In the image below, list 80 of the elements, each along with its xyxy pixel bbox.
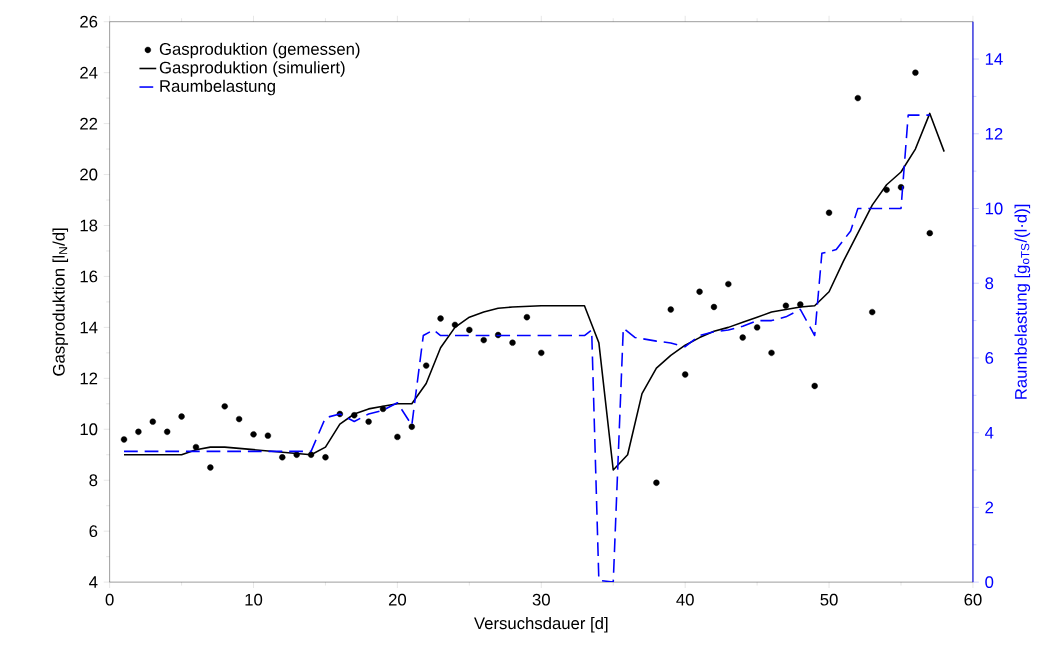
y2-tick-label: 8: [985, 277, 994, 290]
point: [725, 280, 732, 288]
y2-axis-title: Raumbelastung [g$_{oTS}$/(l·d)]: [1014, 204, 1031, 399]
y-tick-label: 24: [80, 66, 98, 79]
x-tick-label: 0: [105, 593, 114, 606]
point: [825, 209, 833, 216]
point: [538, 349, 545, 357]
x-tick-label: 60: [964, 593, 982, 606]
point: [509, 339, 516, 346]
point: [149, 418, 156, 425]
point: [869, 308, 876, 316]
x-tick-label: 20: [388, 593, 407, 606]
x-tick-label: 40: [676, 593, 694, 606]
point: [480, 336, 487, 344]
y-tick-label: 22: [80, 117, 98, 130]
y-tick-label: 10: [80, 423, 98, 436]
y-tick-label: 4: [89, 576, 98, 588]
point: [279, 454, 286, 461]
y2-tick-label: 14: [985, 53, 1003, 65]
y-tick-label: 8: [89, 474, 98, 487]
point: [351, 412, 358, 419]
point: [379, 405, 387, 413]
point: [235, 415, 243, 423]
y-tick-label: 12: [80, 372, 98, 385]
point: [135, 428, 142, 435]
point: [739, 334, 746, 341]
y2-tick-label: 4: [985, 426, 994, 439]
point: [221, 403, 228, 410]
point: [164, 428, 171, 435]
point: [207, 464, 214, 471]
y2-tick-label: 12: [985, 127, 1003, 140]
point: [423, 362, 430, 369]
line-series: [123, 114, 931, 583]
y-tick-label: 20: [80, 168, 98, 181]
point: [667, 306, 674, 313]
y-tick-label: 16: [80, 270, 98, 283]
x-axis-title: Versuchsdauer [d]: [474, 616, 608, 633]
point: [797, 301, 804, 308]
legend-label: Raumbelastung: [160, 79, 275, 96]
point: [653, 479, 660, 486]
legend-label: Gasproduktion (simuliert): [159, 61, 345, 77]
point: [523, 314, 531, 321]
point: [753, 324, 761, 331]
point: [696, 288, 703, 295]
point: [293, 451, 300, 458]
x-tick-label: 50: [820, 593, 838, 606]
y-tick-label: 18: [80, 219, 98, 232]
point: [365, 418, 372, 425]
point: [250, 431, 257, 438]
point: [178, 413, 185, 420]
point: [854, 94, 861, 102]
point: [811, 382, 818, 390]
point: [912, 69, 919, 76]
legend-label: Gasproduktion (gemessen): [159, 42, 360, 59]
point: [120, 436, 128, 443]
point: [322, 454, 329, 461]
y-axis-title: Gasproduktion [l$_{N}$/d]: [52, 228, 69, 376]
point: [394, 433, 401, 441]
point: [437, 315, 444, 322]
point: [883, 186, 890, 193]
point: [682, 371, 689, 378]
y-tick-label: 14: [80, 321, 98, 334]
point: [264, 432, 272, 439]
y-tick-label: 26: [80, 15, 98, 28]
y-tick-label: 6: [89, 525, 98, 538]
point: [466, 326, 473, 334]
y2-tick-label: 2: [985, 501, 994, 514]
point: [782, 302, 790, 309]
point: [710, 303, 718, 311]
y2-tick-label: 10: [985, 202, 1003, 215]
x-tick-label: 10: [245, 593, 263, 606]
point: [408, 423, 415, 430]
point: [307, 451, 315, 458]
point: [192, 443, 200, 451]
point: [926, 230, 933, 237]
y2-tick-label: 0: [985, 576, 994, 589]
point: [451, 321, 459, 328]
point: [768, 349, 775, 357]
y2-tick-label: 6: [985, 352, 994, 364]
x-tick-label: 30: [532, 593, 550, 606]
